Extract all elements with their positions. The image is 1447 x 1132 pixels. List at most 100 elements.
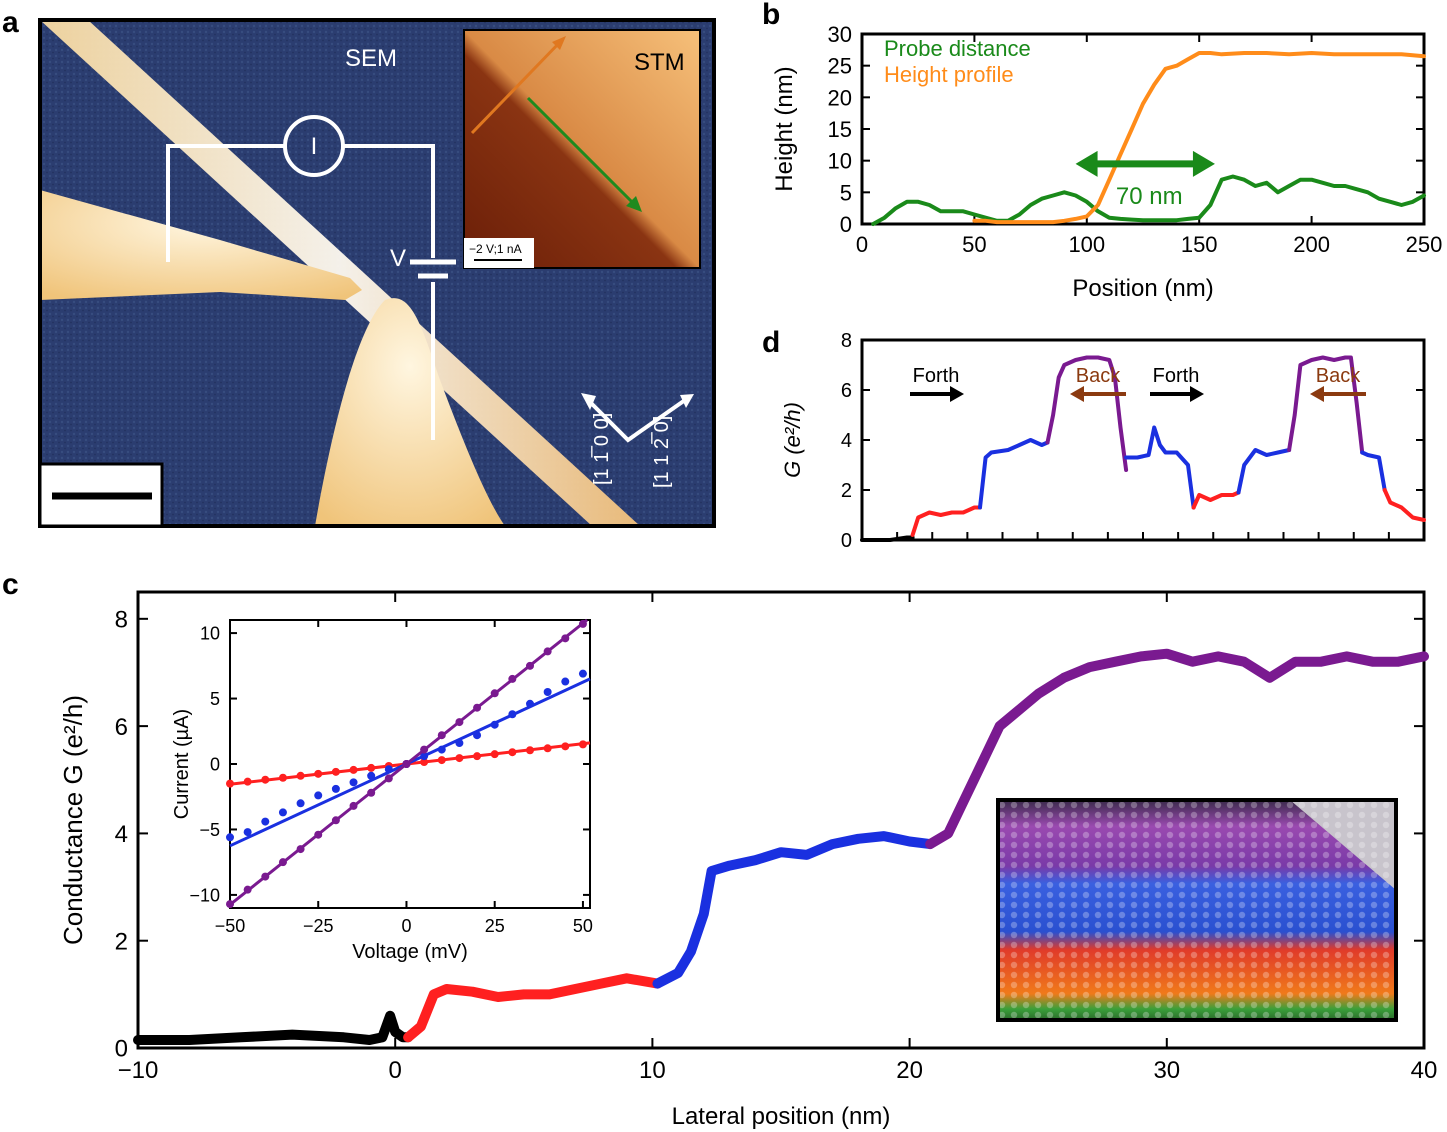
y-tick-label: −10 — [189, 885, 220, 905]
sem-label: SEM — [345, 45, 397, 72]
iv-point-blue — [226, 833, 234, 842]
x-tick-label: 50 — [962, 232, 986, 257]
y-tick-label: 0 — [210, 754, 220, 774]
direction-label-forth: Forth — [913, 365, 960, 387]
iv-point-blue — [278, 808, 287, 817]
legend-height-profile: Height profile — [884, 62, 1014, 87]
conductance-segment — [1287, 355, 1365, 455]
iv-point-purple — [420, 745, 429, 754]
iv-point-red — [437, 756, 446, 765]
iv-point-blue — [367, 771, 376, 780]
forth-arrowhead — [1190, 386, 1204, 402]
y-tick-label: 30 — [828, 22, 852, 47]
iv-point-purple — [455, 718, 464, 727]
y-tick-label: 10 — [828, 149, 852, 174]
stm-inset: −2 V;1 nA — [463, 29, 701, 269]
iv-point-red — [367, 763, 376, 772]
circuit-diagram — [166, 115, 456, 440]
iv-point-blue — [473, 731, 482, 740]
iv-point-purple — [490, 689, 499, 698]
conductance-segment — [1124, 425, 1196, 510]
conductance-segment — [860, 535, 915, 542]
panel-letter-b: b — [762, 0, 780, 31]
panel-letter-c: c — [2, 568, 19, 601]
iv-point-purple — [526, 661, 534, 670]
x-tick-label: 40 — [1411, 1057, 1438, 1084]
y-tick-label: 4 — [115, 821, 128, 848]
iv-point-blue — [243, 828, 252, 837]
panel-a-frame — [38, 18, 716, 528]
iv-point-red — [473, 752, 482, 761]
inset-x-axis-title: Voltage (mV) — [352, 941, 468, 963]
conductance-segment — [925, 648, 1429, 850]
stm-label: STM — [634, 49, 685, 76]
stm-orange-arrow — [470, 38, 564, 135]
conductance-segment — [403, 973, 663, 1043]
stm-green-arrowhead — [626, 196, 642, 212]
iv-point-red — [578, 740, 587, 749]
iv-point-purple — [261, 872, 270, 881]
iv-point-red — [526, 746, 534, 755]
stm-scale-text: −2 V;1 nA — [469, 242, 522, 256]
annotation-arrowhead-right — [1192, 150, 1215, 177]
iv-point-blue — [508, 710, 517, 719]
x-axis-title: Lateral position (nm) — [672, 1103, 891, 1130]
iv-point-red — [490, 750, 499, 759]
annotation-arrowhead-left — [1075, 150, 1098, 177]
iv-point-purple — [508, 674, 517, 683]
x-tick-label: 10 — [639, 1057, 666, 1084]
iv-point-purple — [296, 845, 305, 854]
iv-point-blue — [349, 778, 358, 787]
direction-arrowhead-right — [680, 394, 694, 408]
conductance-segment — [1191, 490, 1241, 510]
x-tick-label: 30 — [1153, 1057, 1180, 1084]
iv-point-red — [243, 777, 252, 786]
iv-point-purple — [543, 647, 552, 656]
panel-letter-a: a — [2, 6, 19, 39]
y-tick-label: 15 — [828, 117, 852, 142]
current-symbol: I — [311, 133, 318, 160]
conductance-segment — [1382, 488, 1426, 522]
y-tick-label: 5 — [210, 689, 220, 709]
direction-label-forth: Forth — [1153, 365, 1200, 387]
iv-point-purple — [314, 830, 323, 839]
iv-point-blue — [526, 699, 534, 708]
x-tick-label: 100 — [1068, 232, 1105, 257]
x-tick-label: 0 — [856, 232, 868, 257]
iv-point-blue — [261, 817, 270, 826]
y-tick-label: 0 — [840, 212, 852, 237]
plot-d: 0 2 4 6 8 Forth Back Forth Back G (e²/h) — [780, 330, 1426, 552]
y-tick-label: 10 — [200, 624, 220, 644]
conductance-segment — [1360, 450, 1387, 492]
y-axis-title: Height (nm) — [771, 66, 798, 191]
x-tick-label: 150 — [1181, 232, 1218, 257]
iv-point-blue — [455, 739, 464, 748]
y-tick-label: 20 — [828, 85, 852, 110]
stm-green-arrow — [526, 96, 638, 208]
iv-point-purple — [561, 634, 570, 643]
iv-point-red — [455, 754, 464, 763]
iv-point-blue — [384, 765, 393, 774]
y-tick-label: 8 — [841, 330, 852, 352]
y-axis-title: Conductance G (e²/h) — [58, 695, 88, 945]
iv-point-purple — [331, 816, 340, 825]
atomic-render-inset — [996, 798, 1398, 1022]
legend-probe-distance: Probe distance — [884, 36, 1031, 61]
y-tick-label: −5 — [199, 820, 220, 840]
iv-point-blue — [561, 677, 570, 686]
x-tick-label: 0 — [401, 916, 411, 936]
iv-point-blue — [578, 669, 587, 678]
plot-frame — [136, 590, 1426, 1050]
iv-point-red — [296, 771, 305, 780]
conductance-segment — [910, 505, 982, 537]
bottom-probe-tip — [315, 298, 505, 526]
y-tick-label: 25 — [828, 54, 852, 79]
crystal-directions — [586, 396, 690, 443]
y-tick-label: 6 — [115, 714, 128, 741]
iv-point-purple — [402, 760, 411, 768]
iv-point-red — [420, 758, 429, 767]
direction-label-left: [1 1̅ 0 0] — [590, 413, 613, 485]
iv-point-purple — [473, 703, 482, 712]
